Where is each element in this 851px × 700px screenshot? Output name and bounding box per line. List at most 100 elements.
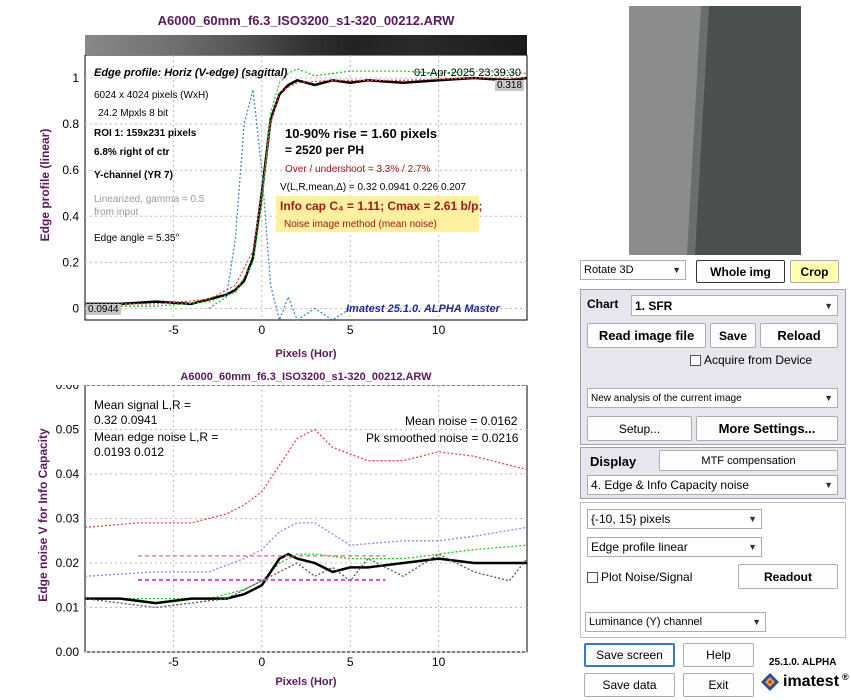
top-series-line-0 [85, 76, 528, 306]
bottom-x-tick-label: -5 [168, 655, 179, 669]
edge-gradient-strip [85, 35, 527, 55]
top-y-tick-label: 0 [72, 301, 79, 315]
top-y-tick-label: 0.6 [62, 163, 79, 177]
bottom-series-line-2 [85, 544, 528, 600]
top-x-axis-label: Pixels (Hor) [275, 348, 337, 360]
top-x-tick-label: 10 [432, 323, 446, 337]
info-capacity-box [276, 196, 479, 232]
top-chart-plot: -5 0 5 10 0 0.2 0.4 0.6 0.8 1 [62, 55, 528, 337]
chart-select[interactable]: 1. SFR ▼ [631, 295, 838, 316]
rotate-select[interactable]: Rotate 3D ▼ [580, 260, 686, 280]
top-x-tick-label: 0 [258, 323, 265, 337]
exit-button[interactable]: Exit [683, 673, 754, 697]
plot-noise-label: Plot Noise/Signal [601, 570, 693, 584]
chevron-down-icon: ▼ [748, 514, 757, 524]
range-select-value: {-10, 15} pixels [591, 512, 671, 526]
bottom-y-tick-label: 0.01 [56, 601, 80, 615]
chevron-down-icon: ▼ [824, 480, 833, 490]
bottom-chart-title: A6000_60mm_f6.3_ISO3200_s1-320_00212.ARW [180, 371, 432, 383]
range-select[interactable]: {-10, 15} pixels ▼ [587, 509, 762, 529]
plot-noise-checkbox-box[interactable] [587, 571, 598, 583]
more-settings-button[interactable]: More Settings... [696, 416, 838, 441]
profile-select[interactable]: Edge profile linear ▼ [587, 537, 762, 557]
bottom-y-tick-label: 0.02 [56, 556, 80, 570]
imatest-brand: imatest [783, 673, 840, 690]
pk-smoothed-noise: Pk smoothed noise = 0.0216 [366, 431, 519, 445]
bottom-x-tick-label: 10 [432, 655, 446, 669]
mean-edge-noise-label: Mean edge noise L,R = [94, 430, 219, 444]
chevron-down-icon: ▼ [824, 300, 833, 311]
top-series-line-2 [85, 77, 527, 305]
crop-button[interactable]: Crop [790, 260, 839, 283]
acquire-checkbox-box[interactable] [690, 354, 701, 366]
bottom-y-tick-label: 0.04 [56, 467, 80, 481]
per-ph: = 2520 per PH [285, 143, 365, 157]
chevron-down-icon: ▼ [748, 542, 757, 552]
bottom-y-tick-label: 0.03 [56, 512, 80, 526]
overshoot: Over / undershoot = 3.3% / 2.7% [285, 164, 431, 175]
top-chart-timestamp: 01-Apr-2025 23:39:30 [414, 67, 522, 79]
bottom-x-tick-label: 5 [347, 655, 354, 669]
right-level-label: 0.318 [495, 80, 525, 91]
mean-signal-values: 0.32 0.0941 [94, 413, 158, 427]
mtf-compensation-button[interactable]: MTF compensation [659, 450, 838, 471]
reload-button[interactable]: Reload [760, 323, 838, 348]
imatest-watermark: Imatest 25.1.0. ALPHA Master [346, 303, 500, 315]
acquire-checkbox[interactable]: Acquire from Device [690, 353, 812, 367]
imatest-logo-icon [761, 673, 779, 691]
top-y-axis-label: Edge profile (linear) [38, 128, 52, 242]
bottom-y-tick-label: 0.05 [56, 423, 80, 437]
chevron-down-icon: ▼ [752, 617, 761, 627]
top-y-tick-label: 0.2 [62, 255, 79, 269]
analysis-select[interactable]: New analysis of the current image ▼ [587, 388, 838, 408]
registered-mark: ® [842, 672, 849, 682]
top-y-tick-label: 0.8 [62, 117, 79, 131]
analysis-select-value: New analysis of the current image [591, 392, 742, 404]
image-size-line: 6024 x 4024 pixels (WxH) [94, 90, 209, 101]
position-line: 6.8% right of ctr [94, 147, 170, 158]
read-image-button[interactable]: Read image file [587, 323, 706, 348]
edge-crop-image [629, 6, 801, 255]
display-select[interactable]: 4. Edge & Info Capacity noise ▼ [587, 475, 838, 495]
top-y-tick-label: 0.4 [62, 209, 79, 223]
left-level-label: 0.0944 [86, 304, 121, 315]
mean-edge-noise-values: 0.0193 0.012 [94, 445, 165, 459]
whole-img-button[interactable]: Whole img [696, 260, 785, 283]
plot-noise-checkbox[interactable]: Plot Noise/Signal [587, 570, 692, 584]
mean-signal-label: Mean signal L,R = [94, 398, 192, 412]
setup-button[interactable]: Setup... [587, 416, 692, 441]
chevron-down-icon: ▼ [672, 265, 681, 275]
mpxls-line: 24.2 Mpxls 8 bit [98, 108, 169, 119]
save-screen-button[interactable]: Save screen [584, 643, 675, 667]
rotate-select-value: Rotate 3D [584, 264, 634, 276]
v-stats: V(L,R,mean,Δ) = 0.32 0.0941 0.226 0.207 [280, 182, 466, 193]
top-x-tick-label: -5 [168, 323, 179, 337]
noise-method: Noise image method (mean noise) [284, 219, 437, 230]
roi-line: ROI 1: 159x231 pixels [94, 128, 197, 139]
bottom-series-line-0 [84, 428, 528, 529]
help-button[interactable]: Help [683, 643, 754, 667]
chevron-down-icon: ▼ [824, 393, 833, 403]
channel-select-value: Luminance (Y) channel [589, 616, 703, 628]
mean-noise: Mean noise = 0.0162 [405, 414, 518, 428]
profile-select-value: Edge profile linear [591, 540, 688, 554]
info-capacity: Info cap C₄ = 1.11; Cmax = 2.61 b/p; [280, 199, 483, 213]
display-label: Display [590, 454, 637, 469]
bottom-series-line-4 [84, 553, 528, 609]
channel-select[interactable]: Luminance (Y) channel ▼ [585, 612, 766, 632]
bottom-y-tick-label: 0.00 [56, 645, 80, 659]
readout-button[interactable]: Readout [738, 564, 838, 589]
save-button[interactable]: Save [710, 323, 756, 348]
save-data-button[interactable]: Save data [584, 673, 675, 697]
top-x-tick-label: 5 [347, 323, 354, 337]
bottom-x-axis-label: Pixels (Hor) [275, 676, 337, 688]
display-select-value: 4. Edge & Info Capacity noise [591, 478, 750, 492]
rise-distance: 10-90% rise = 1.60 pixels [285, 126, 438, 141]
chart-label: Chart [587, 297, 619, 311]
imatest-logo: imatest ® [760, 672, 849, 692]
edge-angle-line: Edge angle = 5.35° [94, 233, 180, 244]
top-chart-title: A6000_60mm_f6.3_ISO3200_s1-320_00212.ARW [157, 13, 455, 28]
top-chart-subtitle: Edge profile: Horiz (V-edge) (sagittal) [94, 67, 288, 79]
channel-line: Y-channel (YR 7) [94, 170, 173, 181]
top-y-tick-label: 1 [72, 71, 79, 85]
